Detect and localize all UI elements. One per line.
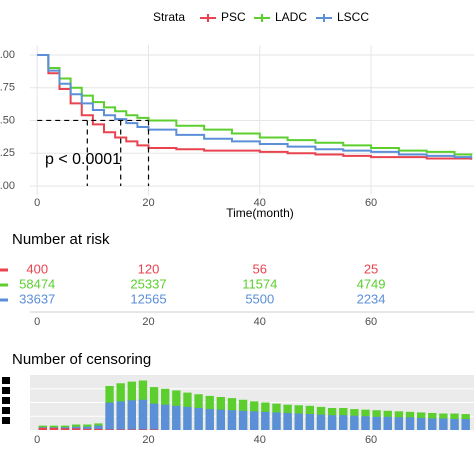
censor-bar xyxy=(149,429,159,430)
censor-bar xyxy=(83,426,92,430)
x-tick-label: 60 xyxy=(365,434,377,446)
left-labels xyxy=(2,407,10,414)
censor-bar xyxy=(405,417,415,430)
censor-bar xyxy=(127,429,136,430)
y-tick-label: 0.00 xyxy=(0,180,15,192)
risk-count: 11574 xyxy=(242,276,277,291)
censor-bar xyxy=(94,425,103,430)
risk-count: 400 xyxy=(26,261,48,276)
risk-count: 120 xyxy=(138,261,160,276)
censor-bar xyxy=(138,429,148,430)
censor-bar xyxy=(38,427,47,430)
censor-bar xyxy=(294,413,303,430)
left-labels xyxy=(2,417,10,424)
censor-bar xyxy=(272,412,281,430)
legend-label: LSCC xyxy=(337,10,369,24)
censor-bar xyxy=(205,409,214,430)
censor-bar xyxy=(316,414,326,430)
censor-bar xyxy=(94,428,103,430)
censor-bar xyxy=(394,417,404,430)
censor-bar xyxy=(461,419,470,430)
censor-bar xyxy=(261,411,270,430)
x-tick-label: 40 xyxy=(254,197,266,209)
panel-title: Number of censoring xyxy=(12,351,151,368)
censor-bar xyxy=(149,403,159,430)
x-tick-label: 0 xyxy=(34,434,40,446)
legend-label: LADC xyxy=(275,10,307,24)
censor-bar xyxy=(305,414,315,430)
risk-count: 25 xyxy=(364,261,378,276)
survival-curve xyxy=(37,53,473,160)
censor-bar xyxy=(172,405,181,430)
risk-count: 4749 xyxy=(357,276,386,291)
censor-bar xyxy=(105,429,114,430)
x-tick-label: 60 xyxy=(365,197,377,209)
left-labels xyxy=(2,377,10,384)
censor-bar xyxy=(72,428,81,430)
censor-bar xyxy=(227,410,237,430)
risk-count: 2234 xyxy=(357,291,386,306)
risk-count: 58474 xyxy=(19,276,55,291)
y-tick-label: 0.50 xyxy=(0,114,15,126)
censor-bar xyxy=(238,410,248,430)
left-labels xyxy=(2,397,10,404)
censor-bar xyxy=(49,427,59,430)
x-tick-label: 0 xyxy=(34,316,40,328)
risk-count: 56 xyxy=(253,261,267,276)
x-tick-label: 0 xyxy=(34,197,40,209)
x-tick-label: 60 xyxy=(365,316,377,328)
censor-bar xyxy=(439,418,448,430)
censor-bar xyxy=(60,428,70,430)
risk-count: 33637 xyxy=(19,291,55,306)
survival-curve xyxy=(37,53,473,156)
censor-bar xyxy=(83,428,92,430)
censor-bar xyxy=(127,400,136,430)
censor-bar xyxy=(450,419,459,430)
legend-title: Strata xyxy=(153,10,185,24)
x-tick-label: 20 xyxy=(142,316,154,328)
censor-bar xyxy=(283,412,292,430)
y-tick-label: 0.25 xyxy=(0,147,15,159)
censor-bar xyxy=(194,408,203,430)
censor-bar xyxy=(350,415,359,430)
legend-label: PSC xyxy=(221,10,246,24)
x-tick-label: 40 xyxy=(254,316,266,328)
risk-count: 12565 xyxy=(130,291,166,306)
censor-bar xyxy=(216,409,226,430)
censor-bar xyxy=(116,401,125,430)
left-labels xyxy=(2,387,10,394)
y-tick-label: 0.75 xyxy=(0,82,15,94)
censor-bar xyxy=(361,416,370,430)
censor-bar xyxy=(372,416,381,430)
x-axis-label: Time(month) xyxy=(226,206,294,220)
censor-bar xyxy=(161,404,170,430)
x-tick-label: 20 xyxy=(142,197,154,209)
x-tick-label: 40 xyxy=(254,434,266,446)
censor-bar xyxy=(250,411,259,430)
censor-bar xyxy=(339,415,348,430)
annotation: p < 0.0001 xyxy=(45,151,121,168)
risk-count: 5500 xyxy=(245,291,274,306)
survival-curve xyxy=(37,53,473,159)
risk-count: 25337 xyxy=(130,276,166,291)
censor-bar xyxy=(383,416,392,430)
censor-bar xyxy=(183,406,192,430)
censor-bar xyxy=(327,415,337,430)
censor-bar xyxy=(416,417,426,430)
censor-bar xyxy=(138,399,148,430)
censor-bar xyxy=(428,418,437,430)
x-tick-label: 20 xyxy=(142,434,154,446)
y-tick-label: 1.00 xyxy=(0,49,15,61)
table-title: Number at risk xyxy=(12,231,110,248)
censor-bar xyxy=(116,429,125,430)
censor-bar xyxy=(105,402,114,430)
